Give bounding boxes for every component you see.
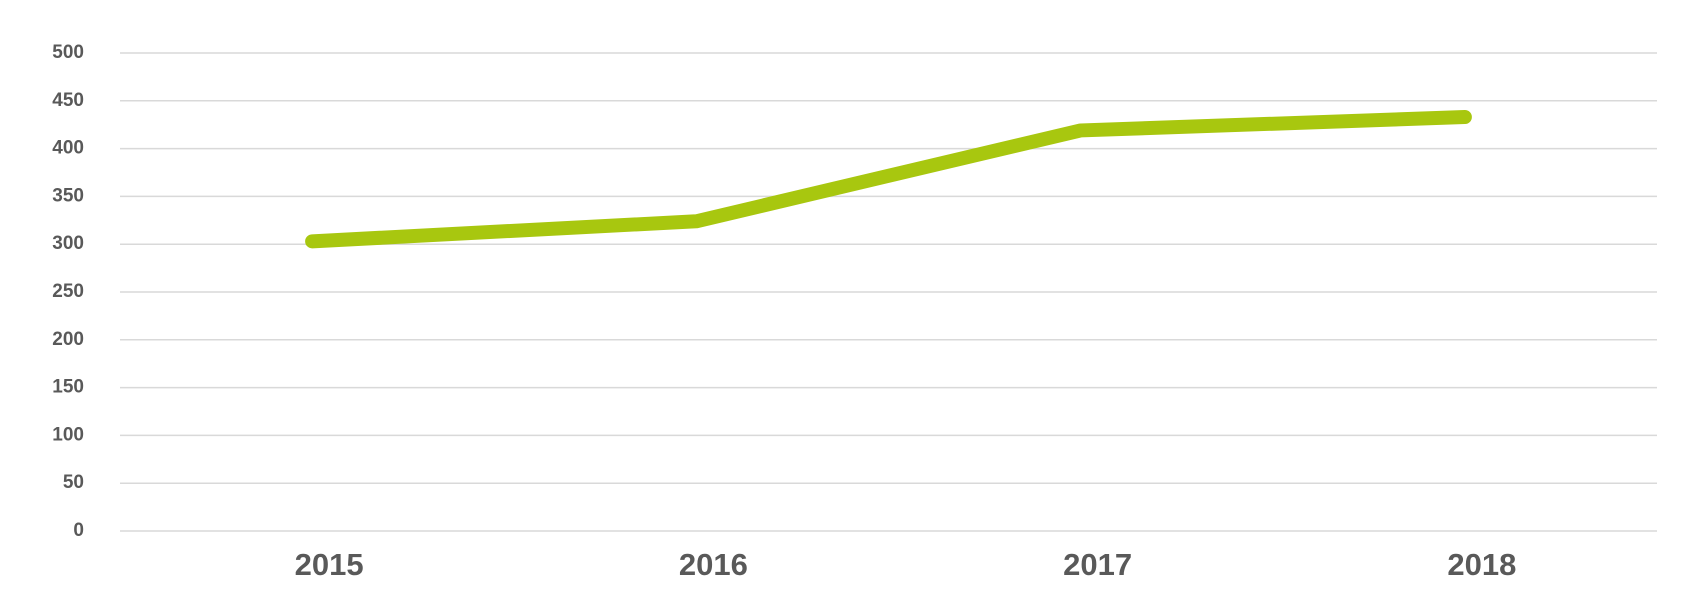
x-tick-label: 2016 — [679, 547, 748, 582]
y-tick-label: 150 — [52, 377, 84, 398]
y-tick-label: 300 — [52, 233, 84, 254]
y-tick-label: 350 — [52, 185, 84, 206]
y-tick-label: 0 — [73, 520, 84, 541]
y-tick-label: 500 — [52, 42, 84, 63]
y-tick-label: 250 — [52, 281, 84, 302]
y-tick-label: 100 — [52, 424, 84, 445]
y-tick-label: 50 — [63, 472, 84, 493]
data-line — [305, 110, 1472, 249]
x-tick-label: 2017 — [1063, 547, 1132, 582]
x-tick-label: 2018 — [1447, 547, 1516, 582]
x-tick-label: 2015 — [295, 547, 364, 582]
y-tick-label: 400 — [52, 138, 84, 159]
y-tick-label: 200 — [52, 329, 84, 350]
y-tick-label: 450 — [52, 90, 84, 111]
